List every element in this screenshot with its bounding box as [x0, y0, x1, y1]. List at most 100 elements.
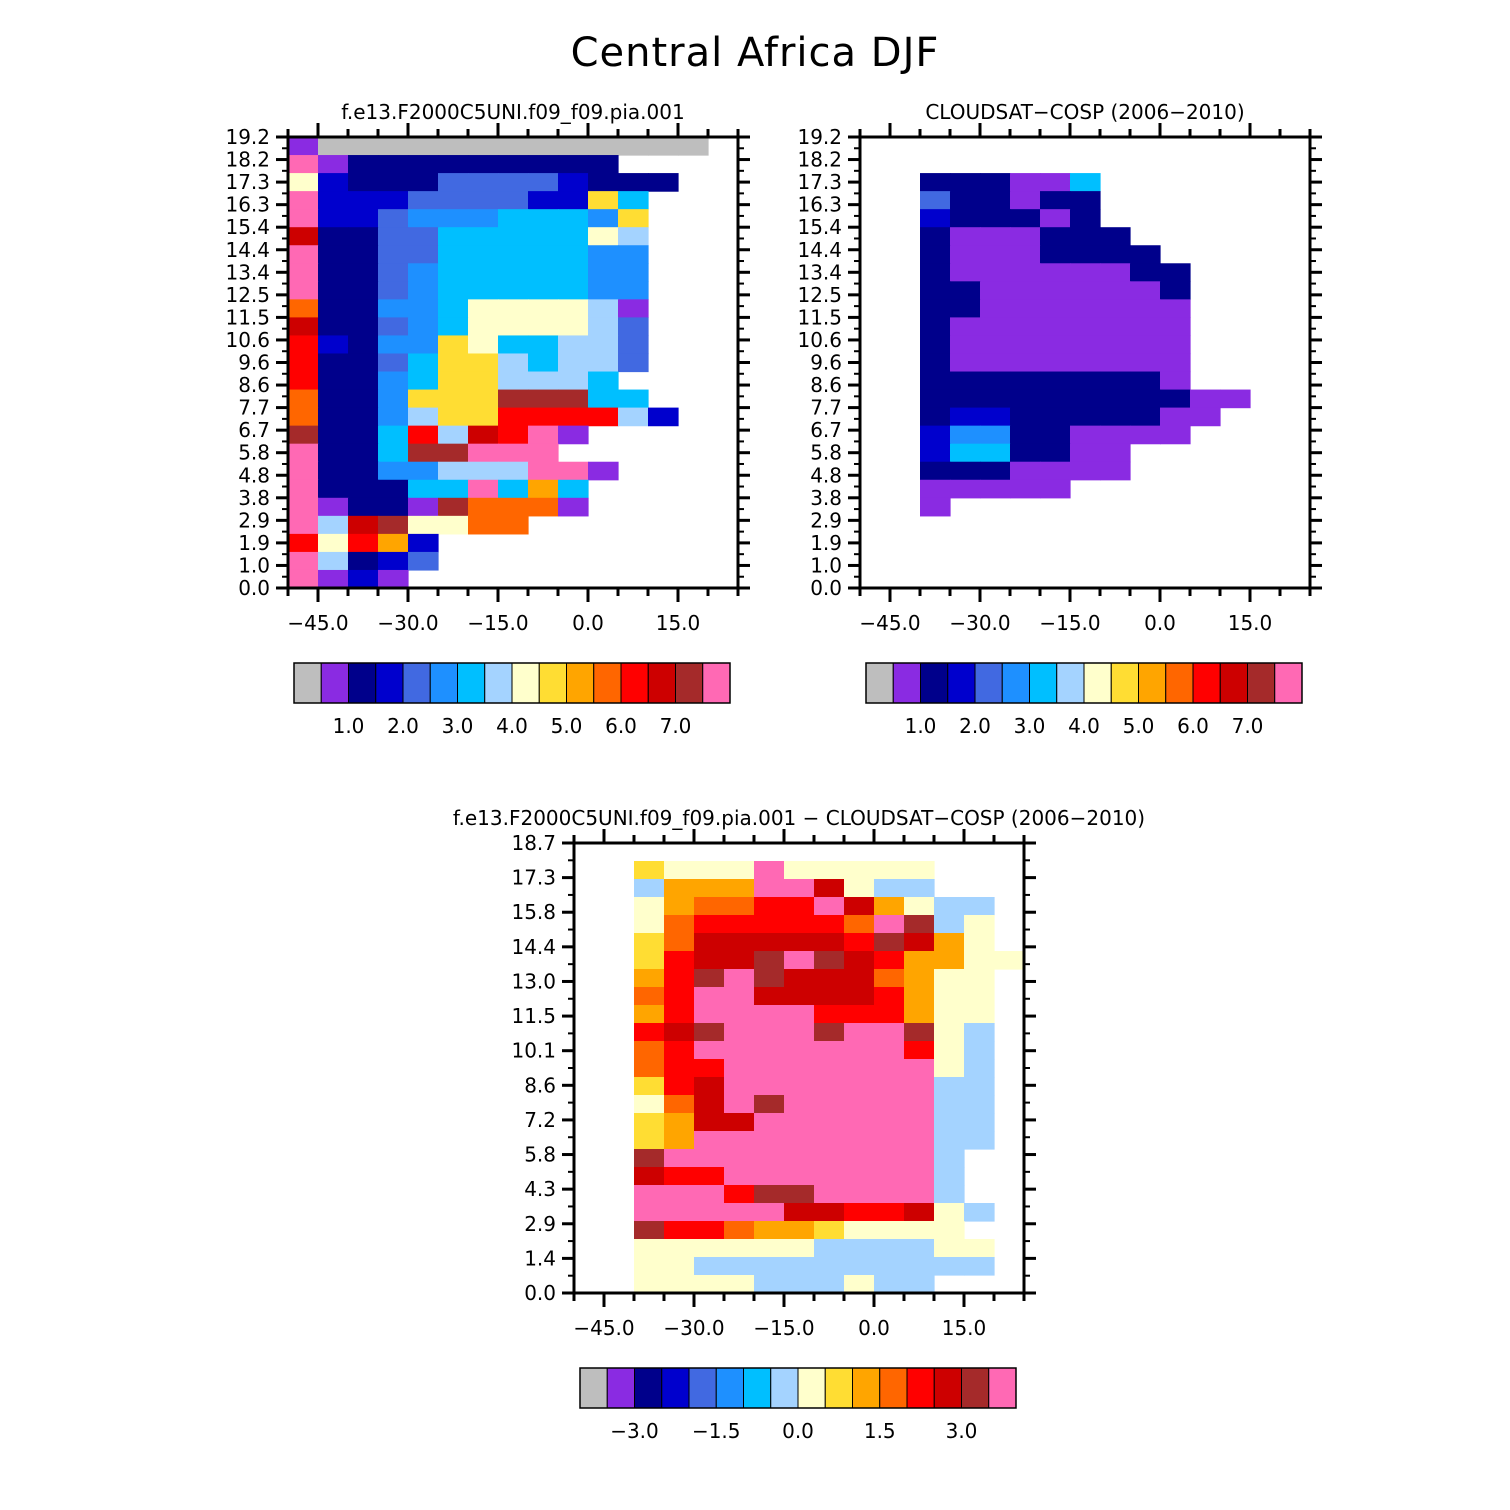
- heatmap-cell: [754, 1059, 785, 1078]
- heatmap-cell: [844, 951, 875, 970]
- heatmap-cell: [934, 1149, 965, 1168]
- heatmap-cell: [318, 245, 349, 264]
- colorbar-swatch: [824, 1367, 853, 1409]
- heatmap-cell: [754, 1077, 785, 1096]
- heatmap-cell: [528, 191, 559, 210]
- heatmap-cell: [814, 1041, 845, 1060]
- heatmap-cell: [1040, 299, 1071, 318]
- heatmap-cell: [588, 353, 619, 373]
- heatmap-cell: [1100, 227, 1131, 246]
- heatmap-cell: [814, 879, 845, 898]
- heatmap-cell: [664, 1041, 695, 1060]
- y-tick-label: 16.3: [225, 193, 270, 217]
- heatmap-cell: [664, 1275, 695, 1294]
- y-tick-label: 4.8: [238, 463, 270, 487]
- heatmap-cell: [694, 1185, 725, 1204]
- heatmap-cell: [724, 879, 755, 898]
- heatmap-cell: [964, 915, 995, 934]
- heatmap-cell: [934, 969, 965, 988]
- colorbar-swatch: [961, 1367, 990, 1409]
- heatmap-cells: [920, 173, 1251, 517]
- heatmap-cell: [920, 353, 951, 373]
- heatmap-cell: [1010, 353, 1041, 373]
- heatmap-cell: [950, 443, 981, 463]
- heatmap-cell: [694, 933, 725, 952]
- heatmap-cell: [874, 1185, 905, 1204]
- heatmap-cell: [558, 389, 589, 409]
- heatmap-cell: [634, 1023, 665, 1042]
- heatmap-cell: [964, 969, 995, 988]
- y-tick-label: 12.5: [225, 283, 270, 307]
- colorbar-label: 1.5: [864, 1419, 896, 1443]
- heatmap-cell: [694, 915, 725, 934]
- heatmap-cell: [1130, 245, 1161, 264]
- heatmap-cell: [528, 407, 559, 427]
- heatmap-cell: [618, 263, 649, 282]
- heatmap-cell: [378, 335, 409, 355]
- heatmap-cell: [950, 227, 981, 246]
- heatmap-cell: [950, 479, 981, 499]
- heatmap-cell: [348, 245, 379, 264]
- heatmap-cell: [288, 461, 319, 481]
- colorbar-swatch: [933, 1367, 962, 1409]
- colorbar-label: 6.0: [1177, 714, 1209, 738]
- heatmap-cell: [814, 1203, 845, 1222]
- heatmap-cell: [348, 443, 379, 463]
- heatmap-cell: [438, 335, 469, 355]
- heatmap-cell: [618, 335, 649, 355]
- heatmap-cell: [634, 1077, 665, 1096]
- heatmap-cell: [814, 1077, 845, 1096]
- colorbar-swatch: [606, 1367, 635, 1409]
- heatmap-cell: [694, 1167, 725, 1186]
- heatmap-cell: [588, 281, 619, 300]
- heatmap-cell: [934, 933, 965, 952]
- heatmap-cell: [934, 897, 965, 916]
- heatmap-cell: [408, 335, 439, 355]
- heatmap-cell: [694, 897, 725, 916]
- heatmap-cell: [438, 263, 469, 282]
- heatmap-cell: [288, 479, 319, 499]
- heatmap-cell: [528, 389, 559, 409]
- heatmap-cell: [724, 987, 755, 1006]
- heatmap-cell: [950, 353, 981, 373]
- heatmap-cell: [648, 407, 679, 427]
- heatmap-cell: [618, 407, 649, 427]
- y-tick-label: 0.0: [810, 576, 842, 600]
- heatmap-cell: [664, 1131, 695, 1150]
- heatmap-cell: [934, 1059, 965, 1078]
- heatmap-cell: [1130, 299, 1161, 318]
- heatmap-cell: [588, 371, 619, 391]
- heatmap-cell: [468, 317, 499, 337]
- heatmap-cell: [588, 227, 619, 246]
- heatmap-cell: [588, 407, 619, 427]
- y-tick-label: 8.6: [238, 373, 270, 397]
- heatmap-cell: [438, 155, 469, 174]
- heatmap-cell: [348, 137, 379, 156]
- heatmap-cell: [904, 1023, 935, 1042]
- heatmap-cell: [784, 1185, 815, 1204]
- heatmap-cell: [844, 1221, 875, 1240]
- heatmap-cell: [588, 299, 619, 318]
- heatmap-cell: [1100, 317, 1131, 337]
- colorbar-swatch: [661, 1367, 690, 1409]
- heatmap-cell: [784, 861, 815, 880]
- heatmap-cell: [844, 915, 875, 934]
- x-tick-label: −15.0: [1039, 611, 1100, 635]
- heatmap-cell: [558, 497, 589, 517]
- heatmap-cell: [634, 1113, 665, 1132]
- heatmap-cell: [318, 335, 349, 355]
- heatmap-cell: [468, 173, 499, 192]
- heatmap-cell: [378, 299, 409, 318]
- heatmap-cell: [964, 897, 995, 916]
- colorbar-label: 3.0: [946, 1419, 978, 1443]
- heatmap-cell: [1010, 299, 1041, 318]
- heatmap-cell: [724, 1131, 755, 1150]
- heatmap-cell: [498, 209, 529, 228]
- heatmap-cell: [618, 389, 649, 409]
- colorbar-label: 7.0: [660, 714, 692, 738]
- heatmap-cell: [784, 1149, 815, 1168]
- heatmap-cell: [1010, 335, 1041, 355]
- heatmap-cell: [664, 1257, 695, 1276]
- heatmap-cell: [408, 155, 439, 174]
